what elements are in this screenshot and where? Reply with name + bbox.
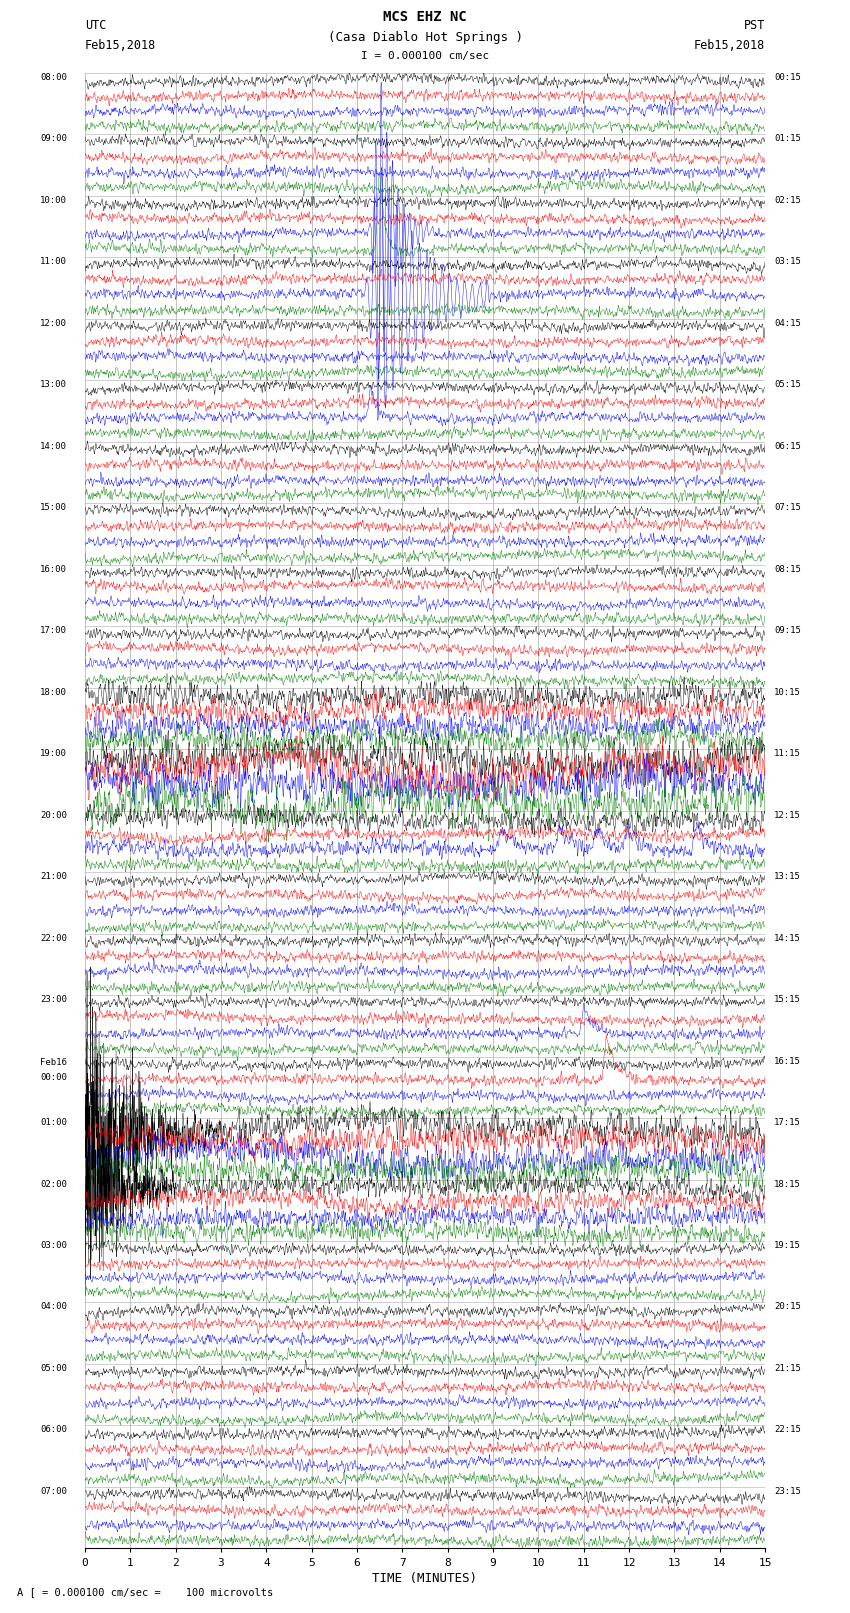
- Text: 00:00: 00:00: [40, 1073, 67, 1082]
- Text: 15:15: 15:15: [774, 995, 801, 1003]
- Text: 13:15: 13:15: [774, 873, 801, 881]
- Text: 03:15: 03:15: [774, 256, 801, 266]
- X-axis label: TIME (MINUTES): TIME (MINUTES): [372, 1571, 478, 1584]
- Text: 17:15: 17:15: [774, 1118, 801, 1127]
- Text: 09:15: 09:15: [774, 626, 801, 636]
- Text: 04:00: 04:00: [40, 1303, 67, 1311]
- Text: 07:15: 07:15: [774, 503, 801, 511]
- Text: 23:00: 23:00: [40, 995, 67, 1003]
- Text: 05:00: 05:00: [40, 1365, 67, 1373]
- Text: 19:15: 19:15: [774, 1240, 801, 1250]
- Text: 23:15: 23:15: [774, 1487, 801, 1495]
- Text: 01:00: 01:00: [40, 1118, 67, 1127]
- Text: 00:15: 00:15: [774, 73, 801, 82]
- Text: (Casa Diablo Hot Springs ): (Casa Diablo Hot Springs ): [327, 31, 523, 44]
- Text: 12:00: 12:00: [40, 319, 67, 327]
- Text: 17:00: 17:00: [40, 626, 67, 636]
- Text: 02:15: 02:15: [774, 195, 801, 205]
- Text: 05:15: 05:15: [774, 381, 801, 389]
- Text: 16:00: 16:00: [40, 565, 67, 574]
- Text: 11:15: 11:15: [774, 748, 801, 758]
- Text: 18:00: 18:00: [40, 687, 67, 697]
- Text: 13:00: 13:00: [40, 381, 67, 389]
- Text: UTC: UTC: [85, 19, 106, 32]
- Text: 10:15: 10:15: [774, 687, 801, 697]
- Text: 15:00: 15:00: [40, 503, 67, 511]
- Text: Feb15,2018: Feb15,2018: [85, 39, 156, 52]
- Text: Feb15,2018: Feb15,2018: [694, 39, 765, 52]
- Text: 20:00: 20:00: [40, 811, 67, 819]
- Text: MCS EHZ NC: MCS EHZ NC: [383, 10, 467, 24]
- Text: 08:15: 08:15: [774, 565, 801, 574]
- Text: I = 0.000100 cm/sec: I = 0.000100 cm/sec: [361, 52, 489, 61]
- Text: 02:00: 02:00: [40, 1179, 67, 1189]
- Text: 14:00: 14:00: [40, 442, 67, 450]
- Text: 01:15: 01:15: [774, 134, 801, 144]
- Text: 09:00: 09:00: [40, 134, 67, 144]
- Text: 08:00: 08:00: [40, 73, 67, 82]
- Text: 20:15: 20:15: [774, 1303, 801, 1311]
- Text: 14:15: 14:15: [774, 934, 801, 942]
- Text: A [ = 0.000100 cm/sec =    100 microvolts: A [ = 0.000100 cm/sec = 100 microvolts: [17, 1587, 273, 1597]
- Text: 06:15: 06:15: [774, 442, 801, 450]
- Text: 03:00: 03:00: [40, 1240, 67, 1250]
- Text: 22:15: 22:15: [774, 1426, 801, 1434]
- Text: 11:00: 11:00: [40, 256, 67, 266]
- Text: 06:00: 06:00: [40, 1426, 67, 1434]
- Text: PST: PST: [744, 19, 765, 32]
- Text: 10:00: 10:00: [40, 195, 67, 205]
- Text: Feb16: Feb16: [40, 1058, 67, 1068]
- Text: 04:15: 04:15: [774, 319, 801, 327]
- Text: 21:00: 21:00: [40, 873, 67, 881]
- Text: 19:00: 19:00: [40, 748, 67, 758]
- Text: 12:15: 12:15: [774, 811, 801, 819]
- Text: 21:15: 21:15: [774, 1365, 801, 1373]
- Text: 07:00: 07:00: [40, 1487, 67, 1495]
- Text: 16:15: 16:15: [774, 1057, 801, 1066]
- Text: 22:00: 22:00: [40, 934, 67, 942]
- Text: 18:15: 18:15: [774, 1179, 801, 1189]
